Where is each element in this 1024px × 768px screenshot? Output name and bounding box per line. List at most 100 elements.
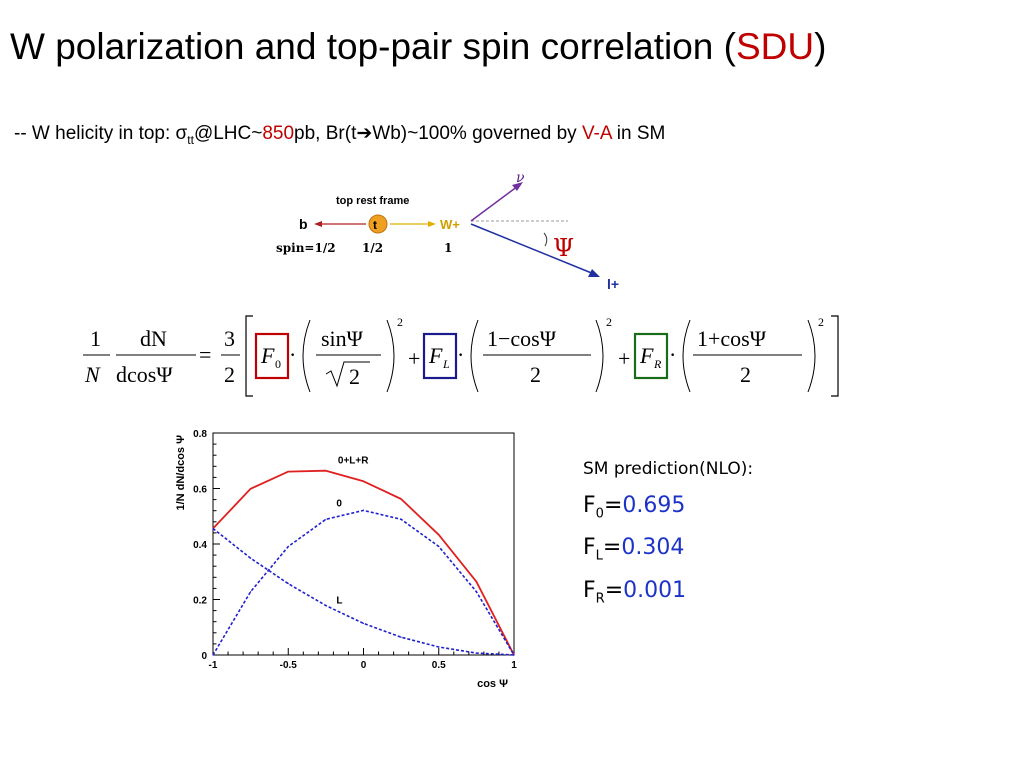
y-tick-label: 0.4 [193, 540, 207, 551]
fl-pred-sub: L [595, 548, 603, 564]
fl-value: 0.304 [621, 535, 685, 561]
frame-label: top rest frame [336, 195, 409, 207]
fr-value: 0.001 [623, 577, 687, 603]
fl-symbol: F [428, 343, 443, 368]
fr-box [633, 332, 669, 380]
fr-pred-sub: R [595, 591, 605, 607]
prediction-f0: F0=0.695 [583, 493, 753, 521]
title-close: ) [814, 26, 827, 67]
data-point [400, 498, 402, 500]
fl-eq: = [602, 535, 622, 561]
data-point [287, 583, 289, 585]
neutrino-label: ν [516, 170, 525, 186]
one-plus-cos: 1+cosΨ [697, 326, 767, 351]
y-tick-label: 0.2 [193, 596, 207, 607]
prediction-heading: SM prediction(NLO): [583, 459, 754, 479]
fl-sub: L [442, 357, 450, 371]
y-axis-label: 1/N dN/dcos Ψ [175, 435, 187, 511]
y-tick-label: 0 [201, 651, 207, 662]
paren-close-1 [386, 319, 395, 393]
lepton-arrowhead [588, 269, 600, 277]
data-point [475, 581, 477, 583]
psi-angle-label: Ψ [553, 234, 574, 262]
spin-top: 1/2 [362, 241, 383, 255]
lhs-n: N [84, 362, 101, 387]
subtitle-mid3: Wb)~100% governed by [372, 123, 582, 144]
helicity-chart: -1 -0.5 0 0.5 1 0 0.2 0.4 0.6 0.8 cos Ψ 1/N dN/dcos… [175, 429, 517, 690]
data-point [475, 652, 477, 654]
angle-arc [543, 232, 548, 247]
spin-label: spin=1/2 [276, 241, 336, 255]
f0-box [254, 332, 290, 380]
fr-name: F [583, 577, 596, 603]
cross-section-value: 850 [262, 123, 295, 144]
lepton-label: l+ [607, 276, 619, 292]
data-point [287, 470, 289, 473]
sqrt-two: 2 [349, 364, 360, 389]
x-tick-label: 0.5 [432, 660, 446, 671]
x-tick-label: -0.5 [280, 660, 298, 671]
subtitle-prefix: -- W helicity in top: σ [14, 123, 188, 144]
f0-eq: = [603, 493, 623, 518]
va-text: V-A [581, 123, 612, 144]
den-2b: 2 [740, 362, 751, 387]
data-point [287, 545, 289, 548]
data-point [250, 557, 252, 559]
plot-axes: -1 -0.5 0 0.5 1 0 0.2 0.4 0.6 0.8 cos Ψ 1/N dN/dcos… [175, 429, 517, 690]
equals-sign: = [199, 342, 211, 367]
plot-labels: 0+L+R 0 L [336, 456, 369, 607]
series-label: 0+L+R [338, 456, 369, 467]
prediction-fr: FR=0.001 [583, 578, 753, 606]
b-quark-label: b [299, 216, 308, 232]
helicity-formula: 1 N dN dcosΨ = 3 2 F 0 · sinΨ 2 2 + F L … [83, 315, 839, 397]
lhs-dcos: dcosΨ [116, 362, 173, 387]
top-quark-icon [368, 214, 388, 234]
data-point [438, 646, 440, 648]
data-point [438, 545, 440, 548]
paren-open-3 [682, 319, 691, 393]
fr-sub: R [653, 357, 662, 371]
plus-1: + [408, 346, 420, 371]
data-point [250, 591, 252, 593]
decay-diagram: top rest frame b t W+ ν l+ Ψ spin=1/2 1/… [276, 170, 619, 292]
f0-symbol: F [260, 343, 275, 368]
title-text: W polarization and top-pair spin correla… [10, 26, 736, 67]
series-label: 0 [336, 499, 342, 510]
three: 3 [224, 326, 235, 351]
sqrt-sign [325, 361, 370, 388]
data-point [212, 527, 214, 530]
paren-open-2 [470, 319, 479, 393]
lepton-arrow [470, 223, 595, 275]
paren-open-1 [302, 319, 311, 393]
page-title: W polarization and top-pair spin correla… [10, 26, 826, 68]
den-2a: 2 [530, 362, 541, 387]
b-arrowhead [314, 221, 322, 227]
subtitle-mid1: @LHC~ [193, 123, 263, 144]
sm-prediction-panel: SM prediction(NLO): F0=0.695 FL=0.304 FR… [583, 455, 753, 606]
paren-close-2 [595, 319, 604, 393]
f0-sub: 0 [275, 357, 281, 371]
arrow-icon: ➔ [356, 123, 373, 144]
series-line-0 [212, 509, 515, 656]
lhs-one: 1 [90, 326, 101, 351]
subtitle-line: -- W helicity in top: σtt@LHC~850pb, Br(… [14, 122, 665, 147]
power-2: 2 [606, 315, 612, 329]
x-axis-label: cos Ψ [477, 678, 508, 690]
plot-lines [212, 469, 515, 656]
f0-value: 0.695 [622, 493, 686, 518]
spin-w: 1 [444, 241, 452, 255]
data-point [362, 622, 365, 624]
data-point [475, 591, 477, 593]
power-3: 2 [818, 315, 824, 329]
x-tick-label: -1 [209, 660, 218, 671]
y-tick-label: 0.8 [193, 429, 207, 440]
subtitle-suffix: in SM [611, 123, 666, 144]
left-bracket [245, 315, 253, 397]
data-point [400, 636, 402, 638]
y-tick-label: 0.6 [193, 485, 207, 496]
data-point [438, 534, 440, 536]
data-point [400, 518, 402, 520]
w-boson-label: W+ [440, 217, 460, 232]
lhs-dn: dN [140, 326, 167, 351]
data-point [212, 654, 214, 656]
